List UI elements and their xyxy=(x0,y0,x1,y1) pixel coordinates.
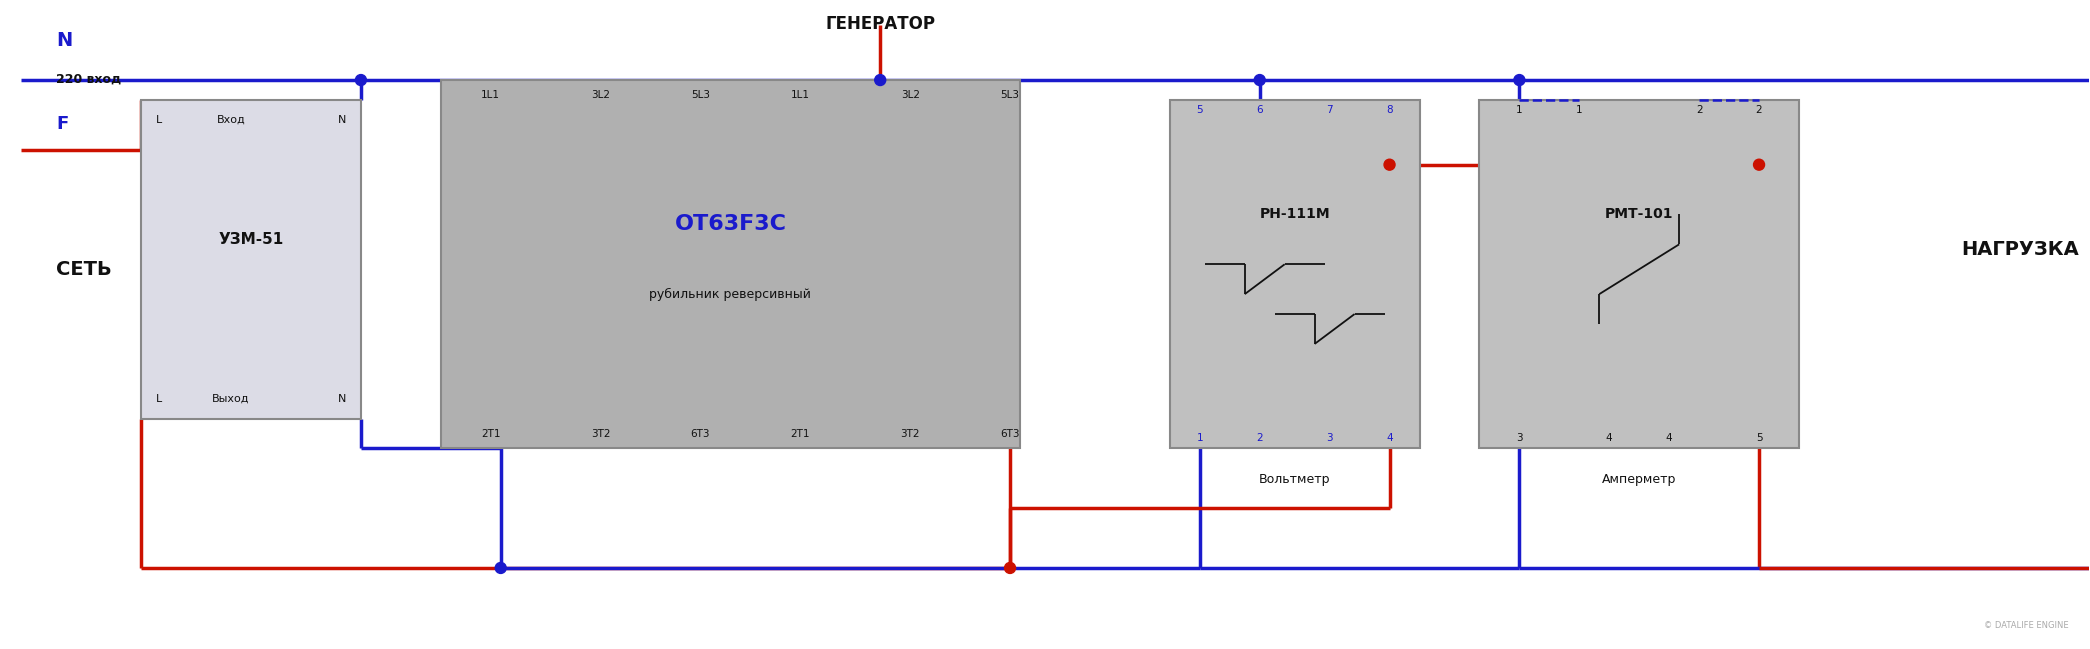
Text: 1: 1 xyxy=(1195,434,1204,443)
Text: 1L1: 1L1 xyxy=(790,90,809,100)
Text: 5L3: 5L3 xyxy=(1001,90,1020,100)
Bar xyxy=(1170,100,1419,448)
Text: СЕТЬ: СЕТЬ xyxy=(56,260,113,278)
Text: Амперметр: Амперметр xyxy=(1603,473,1676,486)
Text: F: F xyxy=(56,115,69,133)
Text: РМТ-101: РМТ-101 xyxy=(1605,208,1674,221)
Text: N: N xyxy=(339,115,347,125)
Circle shape xyxy=(355,75,366,86)
Text: УЗМ-51: УЗМ-51 xyxy=(219,232,284,247)
Text: ОТ63F3С: ОТ63F3С xyxy=(675,214,786,234)
Text: L: L xyxy=(157,115,163,125)
Circle shape xyxy=(1254,75,1264,86)
Bar xyxy=(441,80,1020,448)
Text: 3: 3 xyxy=(1327,434,1333,443)
Circle shape xyxy=(495,563,506,574)
Text: 6: 6 xyxy=(1256,105,1262,115)
Text: Вход: Вход xyxy=(217,115,245,125)
Text: N: N xyxy=(56,31,73,50)
Text: 7: 7 xyxy=(1327,105,1333,115)
Circle shape xyxy=(1005,563,1016,574)
Bar xyxy=(142,100,362,419)
Text: 4: 4 xyxy=(1666,434,1672,443)
Text: 6T3: 6T3 xyxy=(1001,428,1020,439)
Bar xyxy=(1480,100,1799,448)
Text: 3L2: 3L2 xyxy=(591,90,610,100)
Text: рубильник реверсивный: рубильник реверсивный xyxy=(650,288,811,300)
Text: 2: 2 xyxy=(1695,105,1703,115)
Text: НАГРУЗКА: НАГРУЗКА xyxy=(1960,240,2080,259)
Text: 5: 5 xyxy=(1195,105,1204,115)
Text: 2: 2 xyxy=(1756,105,1762,115)
Text: Выход: Выход xyxy=(213,394,251,404)
Circle shape xyxy=(1754,159,1764,170)
Text: 1: 1 xyxy=(1576,105,1582,115)
Text: 3T2: 3T2 xyxy=(591,428,610,439)
Text: РН-111М: РН-111М xyxy=(1260,208,1329,221)
Text: 2: 2 xyxy=(1256,434,1262,443)
Text: 4: 4 xyxy=(1386,434,1392,443)
Circle shape xyxy=(1384,159,1394,170)
Text: 5: 5 xyxy=(1756,434,1762,443)
Text: 3L2: 3L2 xyxy=(901,90,920,100)
Text: 220 вход: 220 вход xyxy=(56,72,121,85)
Text: 8: 8 xyxy=(1386,105,1392,115)
Text: 2T1: 2T1 xyxy=(481,428,500,439)
Text: N: N xyxy=(339,394,347,404)
Text: Вольтметр: Вольтметр xyxy=(1258,473,1331,486)
Text: 2T1: 2T1 xyxy=(790,428,811,439)
Text: 6T3: 6T3 xyxy=(690,428,711,439)
Text: © DATALIFE ENGINE: © DATALIFE ENGINE xyxy=(1983,620,2069,630)
Text: ГЕНЕРАТОР: ГЕНЕРАТОР xyxy=(826,16,934,33)
Text: 3T2: 3T2 xyxy=(901,428,920,439)
Text: 4: 4 xyxy=(1605,434,1613,443)
Text: L: L xyxy=(157,394,163,404)
Text: 1: 1 xyxy=(1515,105,1524,115)
Text: 3: 3 xyxy=(1515,434,1524,443)
Text: 5L3: 5L3 xyxy=(692,90,711,100)
Text: 1L1: 1L1 xyxy=(481,90,500,100)
Circle shape xyxy=(1513,75,1526,86)
Circle shape xyxy=(876,75,886,86)
